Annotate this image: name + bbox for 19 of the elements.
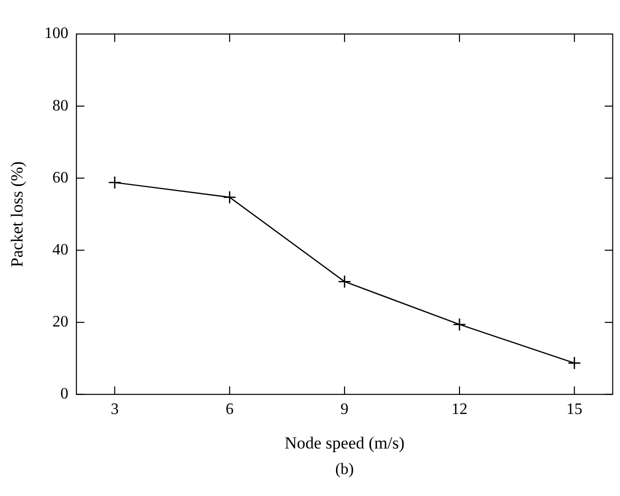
- point: [222, 190, 236, 204]
- point: [338, 274, 352, 288]
- y-tick-label: 60: [52, 169, 68, 186]
- x-tick-label: 3: [110, 401, 119, 418]
- x-tick-label: 6: [226, 401, 234, 418]
- text: (b): [335, 461, 354, 478]
- y-tick-label: 100: [44, 25, 68, 42]
- y-tick-label: 80: [52, 97, 68, 114]
- y-tick-label: 20: [52, 314, 68, 331]
- x-axis-title: Node speed (m/s): [284, 433, 405, 452]
- point: [108, 176, 122, 190]
- x-tick-label: 9: [340, 401, 349, 418]
- x-tick-label: 15: [566, 401, 582, 418]
- point: [568, 356, 582, 370]
- y-tick-label: 40: [52, 241, 68, 258]
- y-axis-title: Packet loss (%): [8, 161, 27, 268]
- point: [452, 318, 466, 332]
- x-tick-label: 12: [451, 401, 468, 418]
- y-tick-label: 0: [60, 386, 68, 403]
